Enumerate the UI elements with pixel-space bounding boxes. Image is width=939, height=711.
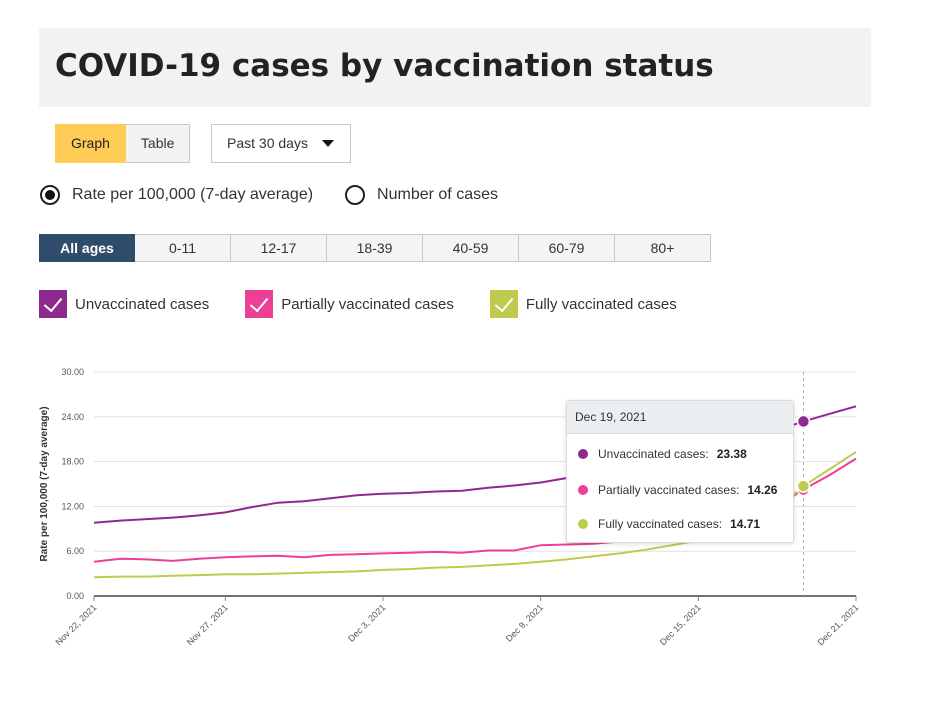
legend-label-fully-vaccinated: Fully vaccinated cases	[525, 295, 677, 313]
age-tab-0-11[interactable]: 0-11	[135, 234, 231, 262]
tooltip-value: 14.71	[730, 517, 761, 531]
legend-label-partially-vaccinated: Partially vaccinated cases	[281, 295, 454, 313]
age-tab-40-59[interactable]: 40-59	[423, 234, 519, 262]
tooltip-label: Fully vaccinated cases:	[598, 517, 723, 531]
period-select[interactable]: Past 30 days	[211, 124, 351, 163]
series-dot-icon	[578, 485, 588, 495]
radio-unselected-icon	[345, 185, 366, 205]
number-of-cases-radio[interactable]: Number of cases	[345, 185, 498, 205]
series-dot-icon	[578, 519, 588, 529]
highlight-point-0	[796, 414, 811, 429]
measure-radio-group: Rate per 100,000 (7-day average) Number …	[40, 185, 530, 205]
page-header: COVID-19 cases by vaccination status	[39, 28, 871, 107]
graph-view-button[interactable]: Graph	[55, 124, 126, 163]
age-tab-all-ages[interactable]: All ages	[39, 234, 135, 262]
x-tick-label: Dec 9, 2021	[504, 602, 545, 643]
x-tick-label: Dec 21, 2021	[815, 602, 860, 647]
x-tick-label: Nov 27, 2021	[185, 602, 230, 647]
radio-selected-icon	[40, 185, 60, 205]
rate-radio[interactable]: Rate per 100,000 (7-day average)	[40, 185, 313, 205]
y-tick-label: 12.00	[61, 501, 84, 511]
tooltip-row-fully-vaccinated: Fully vaccinated cases: 14.71	[578, 517, 760, 531]
y-axis-title: Rate per 100,000 (7-day average)	[39, 406, 50, 561]
chart-legend: Unvaccinated cases Partially vaccinated …	[39, 290, 713, 318]
age-group-tabs: All ages 0-11 12-17 18-39 40-59 60-79 80…	[39, 234, 711, 262]
tooltip-label: Partially vaccinated cases:	[598, 483, 740, 497]
x-tick-label: Nov 22, 2021	[53, 602, 98, 647]
age-tab-12-17[interactable]: 12-17	[231, 234, 327, 262]
rate-radio-label: Rate per 100,000 (7-day average)	[72, 186, 314, 203]
caret-down-icon	[322, 140, 334, 147]
x-tick-label: Dec 3, 2021	[346, 602, 387, 643]
legend-label-unvaccinated: Unvaccinated cases	[75, 295, 210, 313]
y-tick-label: 24.00	[61, 412, 84, 422]
number-of-cases-radio-label: Number of cases	[377, 186, 498, 203]
table-view-button[interactable]: Table	[125, 124, 191, 163]
tooltip-value: 23.38	[716, 447, 747, 461]
checkbox-checked-icon	[489, 290, 518, 318]
page-title: COVID-19 cases by vaccination status	[55, 48, 714, 84]
chart-tooltip: Dec 19, 2021 Unvaccinated cases: 23.38 P…	[566, 400, 794, 543]
age-tab-18-39[interactable]: 18-39	[327, 234, 423, 262]
checkbox-checked-icon	[245, 290, 274, 318]
legend-item-fully-vaccinated[interactable]: Fully vaccinated cases	[489, 290, 677, 318]
checkbox-checked-icon	[39, 290, 67, 318]
legend-item-unvaccinated[interactable]: Unvaccinated cases	[39, 290, 209, 318]
age-tab-60-79[interactable]: 60-79	[519, 234, 615, 262]
y-tick-label: 0.00	[66, 591, 84, 601]
tooltip-row-partially-vaccinated: Partially vaccinated cases: 14.26	[578, 483, 777, 497]
series-dot-icon	[578, 449, 588, 459]
period-select-value: Past 30 days	[227, 135, 308, 151]
tooltip-label: Unvaccinated cases:	[598, 447, 709, 461]
age-tab-80-plus[interactable]: 80+	[615, 234, 711, 262]
view-toggle: Graph Table	[55, 124, 191, 163]
y-tick-label: 6.00	[66, 546, 84, 556]
tooltip-row-unvaccinated: Unvaccinated cases: 23.38	[578, 447, 747, 461]
y-tick-label: 30.00	[61, 367, 84, 377]
tooltip-date: Dec 19, 2021	[567, 401, 793, 434]
y-tick-label: 18.00	[61, 457, 84, 467]
x-tick-label: Dec 15, 2021	[658, 602, 703, 647]
tooltip-value: 14.26	[747, 483, 778, 497]
legend-item-partially-vaccinated[interactable]: Partially vaccinated cases	[245, 290, 454, 318]
highlight-point-2	[796, 479, 811, 493]
